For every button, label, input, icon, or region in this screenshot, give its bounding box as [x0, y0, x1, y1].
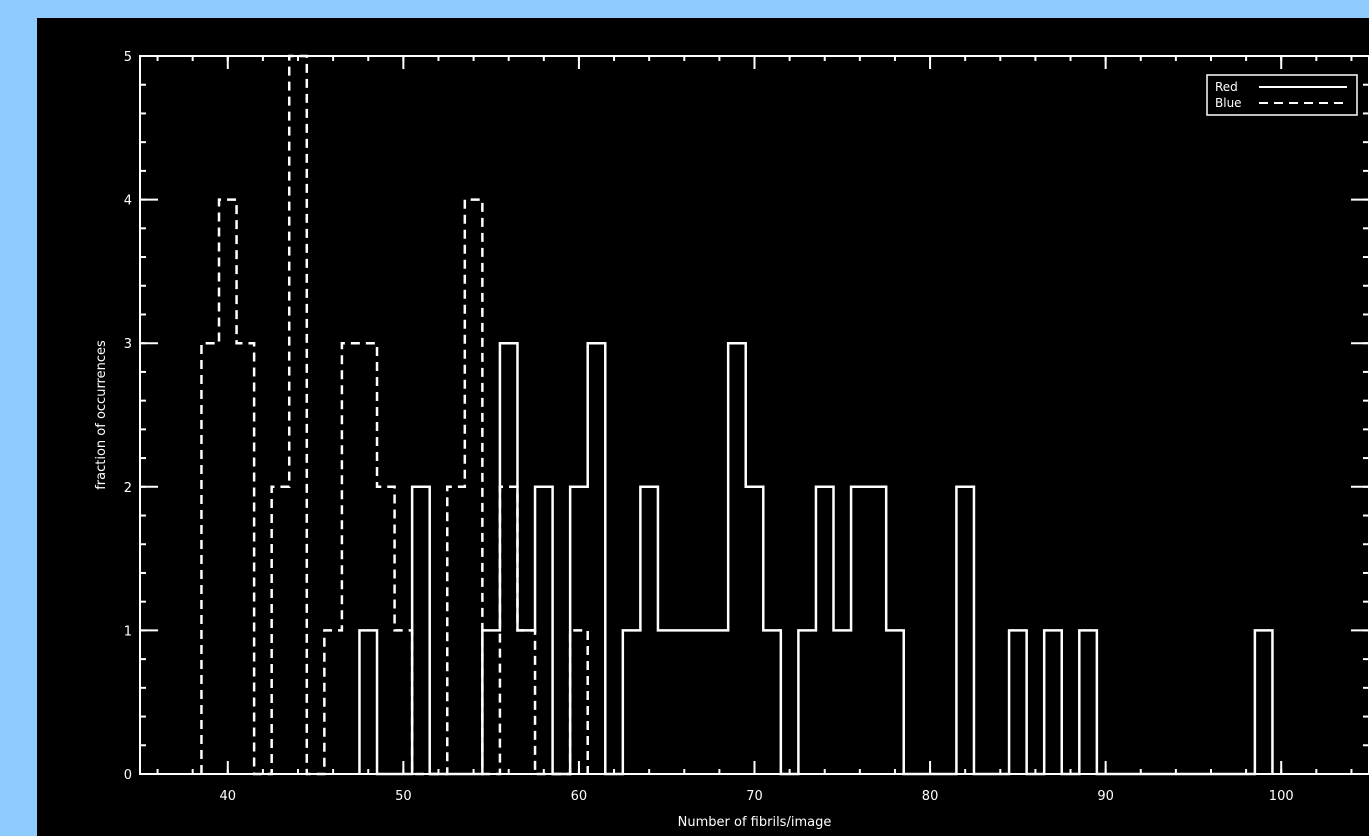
axes-frame: 40 50 60 70 80 90 100 0 1 2 3 4 5 — [124, 50, 1369, 804]
legend-label-blue: Blue — [1215, 96, 1242, 110]
series-blue-line — [200, 54, 589, 776]
legend-label-red: Red — [1215, 80, 1238, 94]
legend-box — [1206, 74, 1358, 116]
histogram-chart: 40 50 60 70 80 90 100 0 1 2 3 4 5 Number of fibrils/… — [94, 50, 1369, 830]
y-tick-label: 0 — [124, 768, 132, 783]
plot-frame — [139, 55, 1369, 775]
x-axis-label: Number of fibrils/image — [678, 815, 832, 830]
y-axis-label: fraction of occurrences — [94, 340, 109, 490]
series-red-line — [358, 341, 1274, 776]
y-tick-label: 3 — [124, 337, 132, 352]
x-tick-label: 40 — [220, 789, 237, 804]
x-tick-label: 100 — [1269, 789, 1294, 804]
x-tick-label: 60 — [571, 789, 588, 804]
legend: Red Blue — [1206, 74, 1358, 116]
y-tick-label: 2 — [124, 481, 132, 496]
chart-figure: 40 50 60 70 80 90 100 0 1 2 3 4 5 Number of fibrils/… — [37, 18, 1369, 836]
x-tick-label: 70 — [746, 789, 763, 804]
x-tick-label: 80 — [922, 789, 939, 804]
y-tick-label: 1 — [124, 624, 132, 639]
x-tick-label: 50 — [395, 789, 412, 804]
x-tick-label: 90 — [1097, 789, 1114, 804]
histogram-series — [200, 54, 1274, 776]
y-tick-label: 4 — [124, 194, 132, 209]
y-tick-label: 5 — [124, 50, 132, 65]
